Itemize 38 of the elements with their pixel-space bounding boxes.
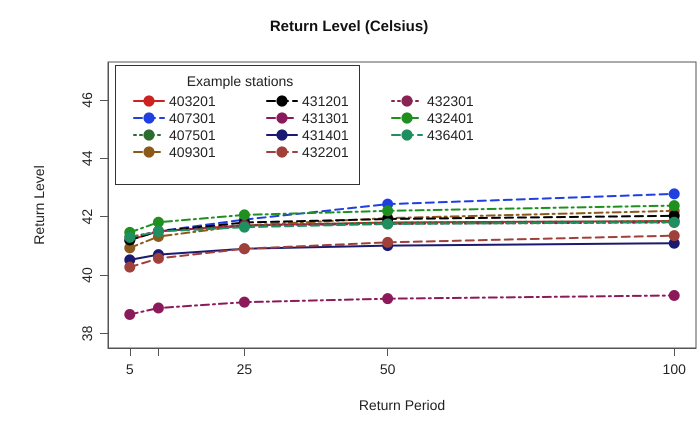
point bbox=[238, 296, 250, 308]
legend-label: 407501 bbox=[169, 127, 216, 143]
point bbox=[668, 200, 680, 212]
x-axis-title: Return Period bbox=[358, 397, 446, 413]
point bbox=[152, 216, 164, 228]
point bbox=[382, 236, 394, 248]
legend-label: 407301 bbox=[169, 110, 216, 126]
y-tick-label: 44 bbox=[79, 150, 95, 166]
y-tick-label: 46 bbox=[79, 92, 95, 108]
legend-label: 409301 bbox=[169, 144, 216, 160]
point bbox=[152, 252, 164, 264]
point bbox=[668, 188, 680, 200]
legend-label: 403201 bbox=[169, 93, 216, 109]
x-tick-label: 50 bbox=[380, 361, 396, 377]
legend-label: 431201 bbox=[302, 93, 349, 109]
legend-label: 432201 bbox=[302, 144, 349, 160]
legend-title: Example stations bbox=[186, 73, 294, 89]
x-tick-label: 100 bbox=[662, 361, 686, 377]
legend-label: 431401 bbox=[302, 127, 349, 143]
y-tick-label: 38 bbox=[79, 325, 95, 342]
y-tick-label: 40 bbox=[79, 267, 95, 283]
point bbox=[124, 262, 136, 273]
chart-title: Return Level (Celsius) bbox=[270, 18, 428, 35]
point bbox=[382, 205, 394, 216]
x-tick-label: 5 bbox=[126, 361, 134, 377]
x-tick-label: 25 bbox=[236, 361, 252, 377]
point bbox=[668, 230, 680, 242]
legend-label: 432401 bbox=[427, 110, 474, 126]
legend-label: 436401 bbox=[427, 127, 474, 143]
point bbox=[124, 308, 136, 320]
point bbox=[382, 293, 394, 304]
y-axis-title: Return Level bbox=[31, 165, 47, 245]
legend-label: 431301 bbox=[302, 110, 349, 126]
point bbox=[668, 290, 680, 301]
point bbox=[152, 302, 164, 314]
legend-label: 432301 bbox=[427, 93, 474, 109]
point bbox=[238, 209, 250, 220]
y-tick-label: 42 bbox=[79, 208, 95, 224]
